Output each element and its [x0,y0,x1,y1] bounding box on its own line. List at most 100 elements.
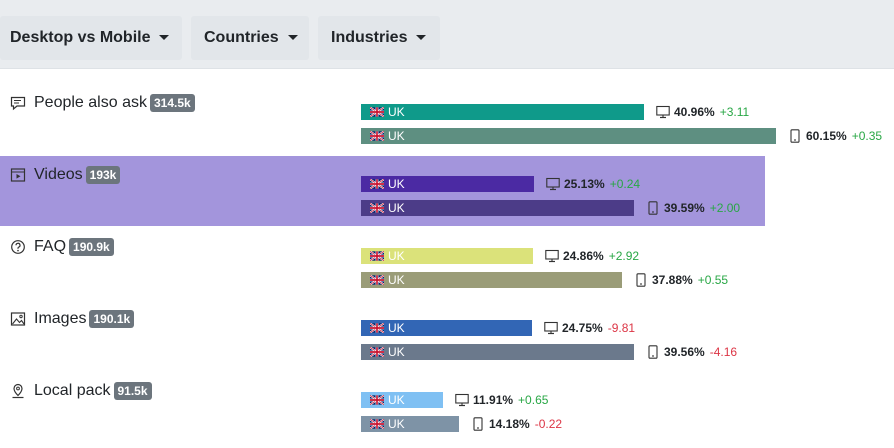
mobile-share-bar[interactable]: UK [361,272,622,288]
desktop-share-bar[interactable]: UK [361,392,443,408]
mobile-icon [646,201,660,215]
desktop-metric: 40.96% +3.11 [656,104,749,120]
uk-flag-icon [370,179,388,189]
feature-row[interactable]: People also ask 314.5k UK 40.96% +3.11 UK 60.1… [0,88,894,160]
mobile-change: +0.35 [851,129,883,143]
feature-label[interactable]: Videos 193k [10,164,121,186]
mobile-metric: 60.15% +0.35 [788,128,882,144]
mobile-change: +2.00 [709,201,741,215]
feature-name: Videos [34,166,83,183]
desktop-percentage: 40.96% [674,105,715,119]
desktop-change: +2.92 [608,249,640,263]
mobile-icon [634,273,648,287]
mobile-share-bar[interactable]: UK [361,200,634,216]
mobile-share-bar[interactable]: UK [361,416,459,432]
country-label: UK [388,273,405,287]
uk-flag-icon [370,107,388,117]
country-label: UK [388,105,405,119]
mobile-metric: 14.18% -0.22 [471,416,562,432]
desktop-metric: 11.91% +0.65 [455,392,548,408]
caret-down-icon [416,34,427,40]
desktop-icon [545,249,559,263]
desktop-change: +0.24 [609,177,641,191]
mobile-icon [471,417,485,431]
uk-flag-icon [370,419,388,429]
mobile-change: -0.22 [534,417,563,431]
desktop-change: +0.65 [518,393,549,407]
count-badge: 190.1k [89,310,135,328]
desktop-change: +3.11 [719,105,750,119]
feature-row[interactable]: FAQ 190.9k UK 24.86% +2.92 UK 37.88% +0.55 [0,232,894,304]
country-label: UK [388,177,405,191]
industries-dropdown[interactable]: Industries [318,16,440,60]
mobile-metric: 39.56% -4.16 [646,344,737,360]
desktop-percentage: 24.86% [563,249,604,263]
country-label: UK [388,321,405,335]
mobile-percentage: 60.15% [806,129,847,143]
feature-label[interactable]: Local pack 91.5k [10,380,152,402]
uk-flag-icon [370,395,388,405]
mobile-change: +0.55 [697,273,729,287]
mobile-share-bar[interactable]: UK [361,344,634,360]
feature-row[interactable]: Images 190.1k UK 24.75% -9.81 UK 39.56% -4.16 [0,304,894,376]
desktop-metric: 24.75% -9.81 [544,320,635,336]
uk-flag-icon [370,275,388,285]
desktop-icon [546,177,560,191]
country-label: UK [388,249,405,263]
countries-dropdown[interactable]: Countries [191,16,309,60]
uk-flag-icon [370,347,388,357]
mobile-percentage: 14.18% [489,417,530,431]
desktop-icon [656,105,670,119]
count-badge: 193k [85,166,121,184]
desktop-percentage: 25.13% [564,177,605,191]
video-player-icon [10,167,26,183]
desktop-share-bar[interactable]: UK [361,176,534,192]
uk-flag-icon [370,251,388,261]
desktop-share-bar[interactable]: UK [361,320,532,336]
caret-down-icon [159,34,170,40]
feature-label[interactable]: People also ask 314.5k [10,92,195,114]
feature-label[interactable]: Images 190.1k [10,308,135,330]
desktop-icon [455,393,469,407]
feature-name: Images [34,310,87,327]
country-label: UK [388,345,405,359]
feature-row[interactable]: Local pack 91.5k UK 11.91% +0.65 UK 14.18% -0.2… [0,376,894,448]
feature-name: FAQ [34,238,67,255]
desktop-percentage: 11.91% [473,393,514,407]
uk-flag-icon [370,323,388,333]
map-pin-icon [10,383,26,399]
country-label: UK [388,393,405,407]
mobile-metric: 37.88% +0.55 [634,272,728,288]
country-label: UK [388,129,405,143]
mobile-metric: 39.59% +2.00 [646,200,740,216]
chat-bubble-icon [10,95,26,111]
mobile-icon [646,345,660,359]
country-label: UK [388,201,405,215]
question-circle-icon [10,239,26,255]
feature-name: Local pack [34,382,111,399]
count-badge: 91.5k [113,382,152,400]
desktop-share-bar[interactable]: UK [361,248,533,264]
dropdown-label: Desktop vs Mobile [10,29,151,46]
dropdown-label: Countries [204,29,279,46]
count-badge: 190.9k [69,238,114,256]
desktop-metric: 25.13% +0.24 [546,176,640,192]
desktop-share-bar[interactable]: UK [361,104,644,120]
dropdown-label: Industries [331,29,408,46]
filter-bar: Desktop vs Mobile Countries Industries [0,0,894,69]
desktop-icon [544,321,558,335]
count-badge: 314.5k [149,94,195,112]
desktop-vs-mobile-dropdown[interactable]: Desktop vs Mobile [0,16,182,60]
feature-row[interactable]: Videos 193k UK 25.13% +0.24 UK 39.59% +2.00 [0,156,894,228]
desktop-change: -9.81 [607,321,636,335]
uk-flag-icon [370,131,388,141]
mobile-share-bar[interactable]: UK [361,128,776,144]
image-icon [10,311,26,327]
feature-name: People also ask [34,94,147,111]
feature-label[interactable]: FAQ 190.9k [10,236,114,258]
country-label: UK [388,417,405,431]
mobile-icon [788,129,802,143]
mobile-percentage: 39.59% [664,201,705,215]
desktop-percentage: 24.75% [562,321,603,335]
mobile-percentage: 37.88% [652,273,693,287]
